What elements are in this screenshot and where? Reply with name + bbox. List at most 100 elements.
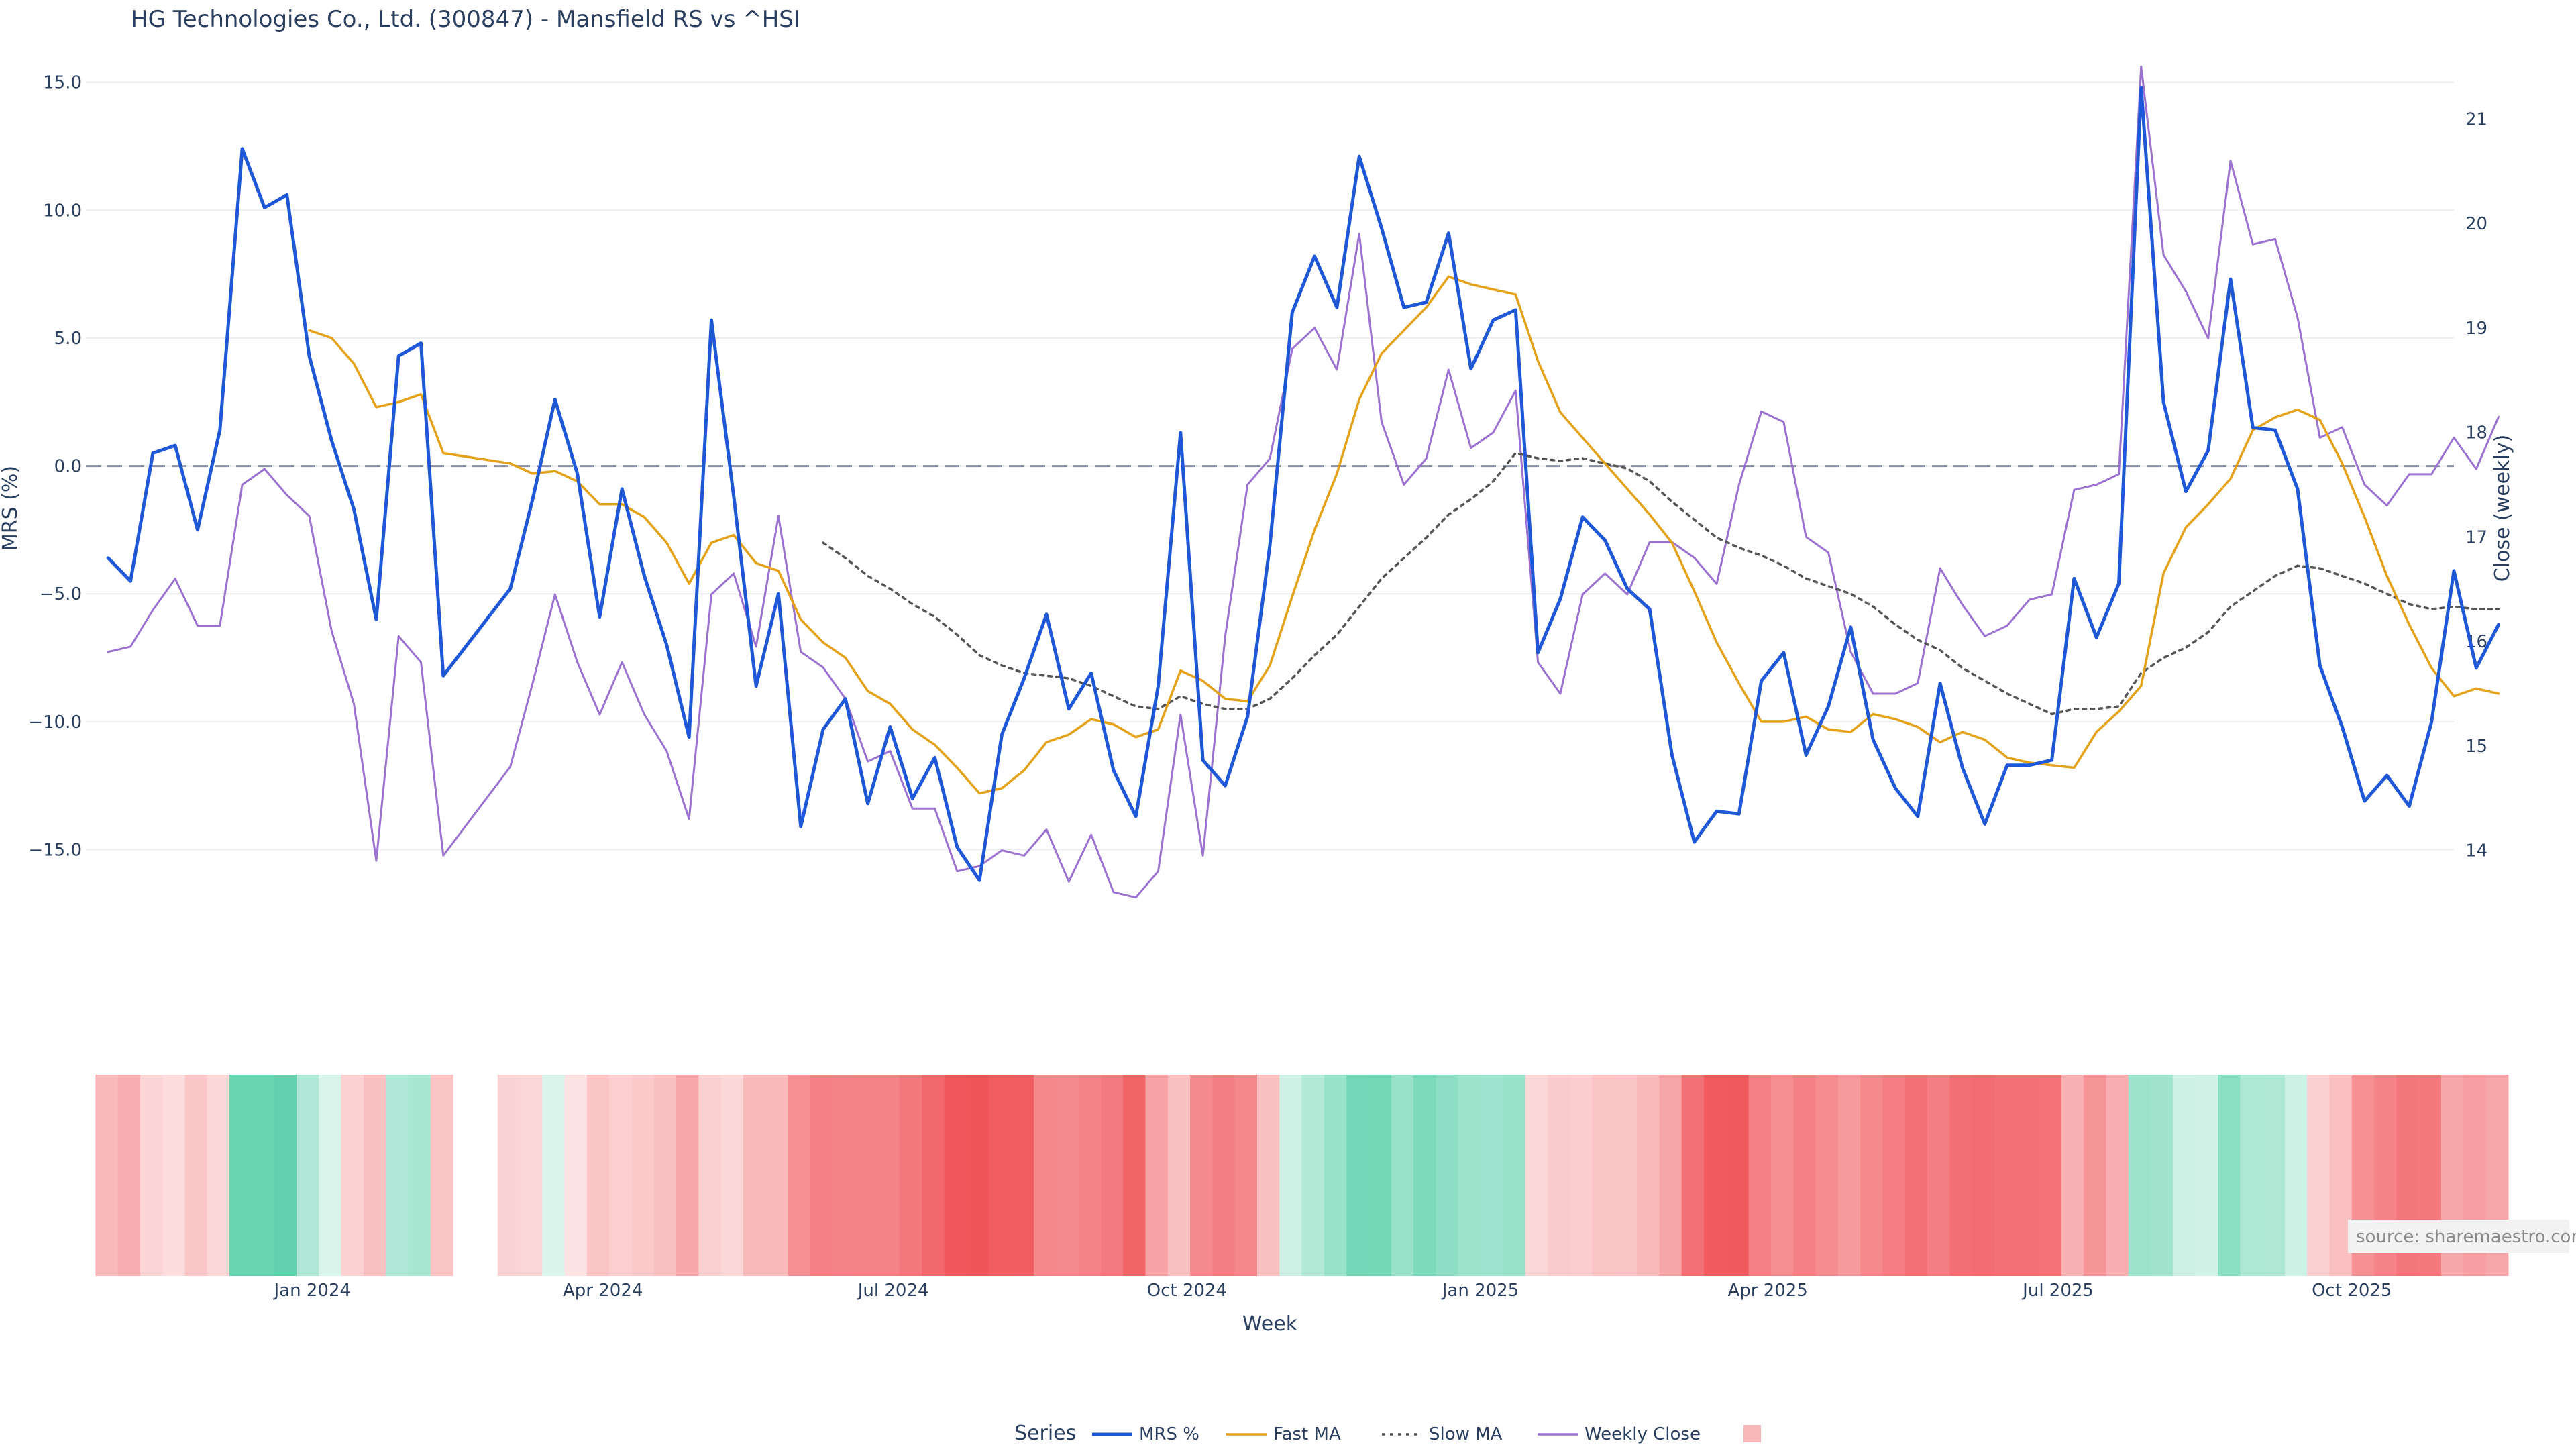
source-note-box: [2348, 1220, 2569, 1253]
heatmap-cell: [520, 1075, 543, 1276]
heatmap-cell: [944, 1075, 967, 1276]
heatmap-cell: [1503, 1075, 1526, 1276]
heatmap-cell: [2262, 1075, 2286, 1276]
legend-title: Series: [1014, 1421, 1076, 1445]
heatmap-cell: [140, 1075, 163, 1276]
legend-entry-label: Fast MA: [1273, 1424, 1341, 1444]
heatmap-cell: [698, 1075, 722, 1276]
legend: Series MRS % Fast MA Slow MA Weekly Close: [1014, 1421, 1761, 1445]
heatmap-cell: [1570, 1075, 1593, 1276]
right-y-tick-label: 20: [2465, 214, 2487, 234]
heatmap-cell: [564, 1075, 588, 1276]
right-y-tick-label: 21: [2465, 109, 2487, 129]
x-axis-ticks: Jan 2024 Apr 2024 Jul 2024 Oct 2024 Jan 2025…: [273, 1281, 2392, 1301]
heatmap-cell: [386, 1075, 409, 1276]
heatmap-cell: [2151, 1075, 2174, 1276]
heatmap-cell: [1637, 1075, 1660, 1276]
heatmap-cell: [1078, 1075, 1102, 1276]
heatmap-cell: [1257, 1075, 1280, 1276]
heatmap-cell: [184, 1075, 208, 1276]
heatmap-cell: [2195, 1075, 2218, 1276]
left-y-tick-label: 0.0: [54, 457, 82, 477]
heatmap-cell: [542, 1075, 566, 1276]
heatmap-cell: [252, 1075, 275, 1276]
heatmap-cell: [1436, 1075, 1459, 1276]
right-y-axis-title: Close (weekly): [2491, 435, 2514, 582]
series-line-slow-ma: [822, 451, 2500, 716]
heatmap-cell: [1659, 1075, 1682, 1276]
heatmap-cell: [1481, 1075, 1503, 1276]
right-y-tick-label: 15: [2465, 737, 2487, 757]
heatmap-cell: [1592, 1075, 1615, 1276]
heatmap-cell: [1391, 1075, 1414, 1276]
heatmap-cell: [1860, 1075, 1883, 1276]
heatmap-cell: [810, 1075, 833, 1276]
heatmap-cell: [274, 1075, 297, 1276]
heatmap-cell: [2284, 1075, 2308, 1276]
heatmap-cell: [2061, 1075, 2084, 1276]
heatmap-cell: [788, 1075, 811, 1276]
heatmap-cell: [1234, 1075, 1258, 1276]
heatmap-cell: [1949, 1075, 1973, 1276]
heatmap-cell: [117, 1075, 141, 1276]
x-axis-title: Week: [1242, 1312, 1298, 1336]
heatmap-cell: [765, 1075, 789, 1276]
left-y-axis-title: MRS (%): [0, 466, 22, 551]
left-y-tick-label: 5.0: [54, 329, 82, 349]
heatmap-cell: [1972, 1075, 1995, 1276]
heatmap-cell: [1212, 1075, 1236, 1276]
heatmap-cell: [1547, 1075, 1570, 1276]
heatmap-cell: [631, 1075, 655, 1276]
left-y-tick-label: 10.0: [43, 201, 82, 221]
heatmap-cell: [1190, 1075, 1213, 1276]
legend-heatmap-swatch: [1743, 1425, 1761, 1442]
left-y-axis-ticks: 15.0 10.0 5.0 0.0 −5.0 −10.0 −15.0: [28, 73, 82, 861]
heatmap-cell: [207, 1075, 230, 1276]
heatmap-cell: [2084, 1075, 2106, 1276]
heatmap-cell: [967, 1075, 989, 1276]
heatmap-cell: [1748, 1075, 1772, 1276]
heatmap-cell: [1882, 1075, 1906, 1276]
heatmap-cell: [2173, 1075, 2196, 1276]
heatmap-cell: [1279, 1075, 1303, 1276]
series-layer: [106, 65, 2501, 899]
heatmap-cell: [609, 1075, 633, 1276]
heatmap-cell: [676, 1075, 699, 1276]
heatmap-cell: [2240, 1075, 2263, 1276]
heatmap-cell: [1927, 1075, 1950, 1276]
heatmap-cell: [297, 1075, 319, 1276]
x-tick-label: Oct 2025: [2312, 1281, 2392, 1301]
x-tick-label: Jan 2024: [273, 1281, 352, 1301]
heatmap-cell: [1123, 1075, 1146, 1276]
heatmap-cell: [1726, 1075, 1750, 1276]
heatmap-cell: [95, 1075, 119, 1276]
heatmap-cell: [1815, 1075, 1839, 1276]
heatmap-cell: [833, 1075, 856, 1276]
heatmap-cell: [363, 1075, 386, 1276]
heatmap-cell: [1413, 1075, 1436, 1276]
heatmap-cell: [922, 1075, 945, 1276]
x-tick-label: Jul 2024: [857, 1281, 929, 1301]
x-tick-label: Jul 2025: [2021, 1281, 2094, 1301]
heatmap-cell: [855, 1075, 878, 1276]
legend-entry-label: Slow MA: [1429, 1424, 1503, 1444]
series-line-weekly-close: [107, 65, 2500, 899]
right-y-tick-label: 14: [2465, 841, 2487, 861]
heatmap-cell: [743, 1075, 766, 1276]
x-tick-label: Apr 2024: [563, 1281, 643, 1301]
heatmap-cell: [1324, 1075, 1347, 1276]
heatmap-strip: [95, 1075, 2509, 1276]
source-note: source: sharemaestro.com: [2356, 1227, 2576, 1247]
chart-title: HG Technologies Co., Ltd. (300847) - Man…: [131, 6, 800, 33]
heatmap-cell: [1904, 1075, 1928, 1276]
left-y-tick-label: −5.0: [40, 584, 82, 604]
right-y-tick-label: 18: [2465, 423, 2487, 443]
right-y-tick-label: 19: [2465, 319, 2487, 339]
heatmap-cell: [430, 1075, 453, 1276]
heatmap-cell: [877, 1075, 900, 1276]
heatmap-cell: [653, 1075, 677, 1276]
heatmap-cell: [1681, 1075, 1705, 1276]
heatmap-cell: [2128, 1075, 2151, 1276]
